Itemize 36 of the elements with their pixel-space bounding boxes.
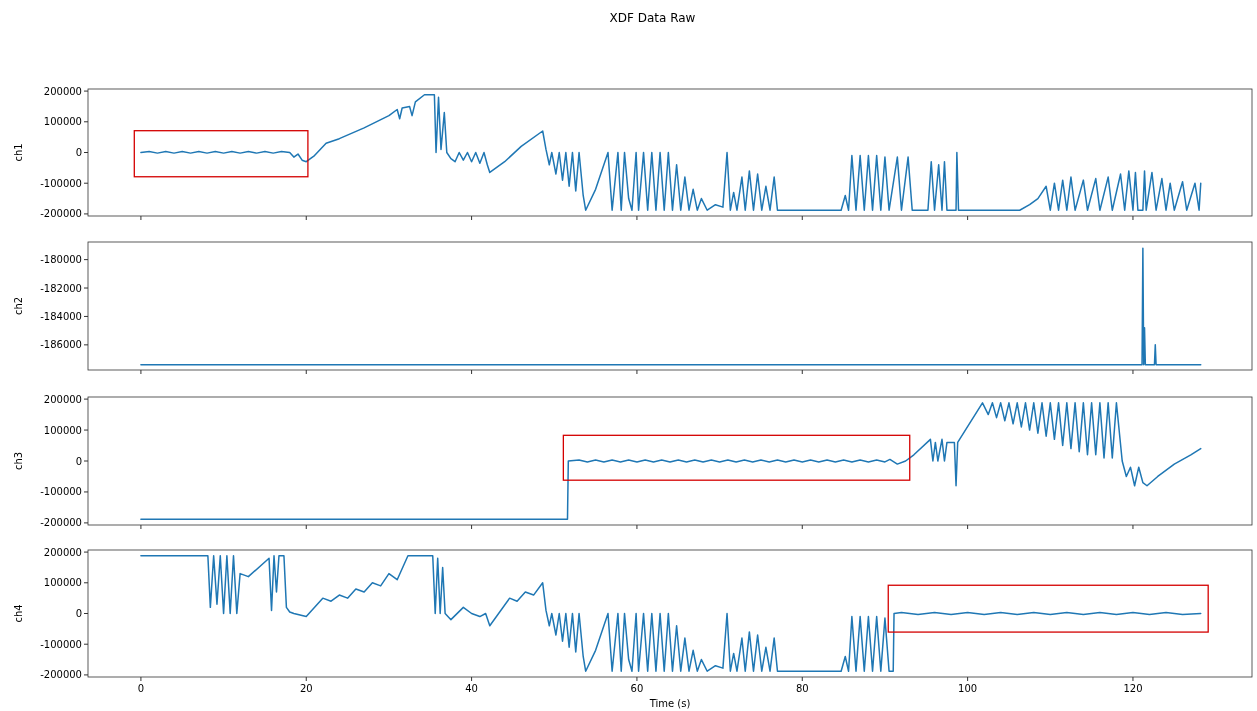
y-tick-label: 200000 xyxy=(43,393,82,405)
x-tick-label: 20 xyxy=(299,683,313,694)
y-tick-label: -180000 xyxy=(40,254,82,266)
y-tick-label: 0 xyxy=(75,608,82,619)
y-tick-label: -200000 xyxy=(40,517,82,529)
y-axis-title: ch4 xyxy=(13,604,24,623)
x-tick-label: 40 xyxy=(465,683,478,694)
line-series xyxy=(140,555,1202,672)
y-tick-label: -200000 xyxy=(40,208,82,220)
y-axis-title: ch2 xyxy=(13,296,24,316)
x-tick-label: 100 xyxy=(958,683,978,694)
y-tick-label: 100000 xyxy=(43,577,82,589)
line-series xyxy=(140,247,1202,366)
y-tick-label: 0 xyxy=(75,147,82,158)
line-series xyxy=(140,94,1202,211)
y-tick-label: -100000 xyxy=(40,638,82,650)
y-tick-label: -100000 xyxy=(40,177,82,189)
line-series xyxy=(140,402,1202,520)
y-tick-label: 100000 xyxy=(43,424,82,436)
y-tick-label: -184000 xyxy=(40,310,82,322)
y-tick-label: 100000 xyxy=(43,116,82,128)
y-tick-label: 200000 xyxy=(43,546,82,558)
chart-title: XDF Data Raw xyxy=(609,11,696,25)
y-axis-title: ch3 xyxy=(13,451,24,471)
x-tick-label: 80 xyxy=(795,683,809,694)
y-axis-title: ch1 xyxy=(13,143,24,162)
y-tick-label: 200000 xyxy=(43,85,82,97)
y-tick-label: -100000 xyxy=(40,486,82,498)
y-tick-label: -186000 xyxy=(40,339,82,351)
x-axis-title: Time (s) xyxy=(648,698,691,709)
y-tick-label: -200000 xyxy=(40,669,82,681)
x-tick-label: 60 xyxy=(630,683,644,694)
y-tick-label: -182000 xyxy=(40,282,82,294)
x-tick-label: 0 xyxy=(137,683,145,694)
x-tick-label: 120 xyxy=(1123,683,1143,694)
y-tick-label: 0 xyxy=(75,455,82,467)
